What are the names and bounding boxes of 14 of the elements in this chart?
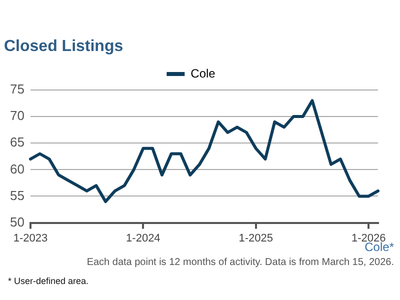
y-tick-label: 60 bbox=[10, 161, 24, 176]
y-tick-label: 50 bbox=[10, 214, 24, 230]
legend-label: Cole bbox=[190, 66, 216, 80]
text: Each data point is 12 months of activity. Data is from March 15, 2026. bbox=[86, 257, 394, 268]
y-tick-label: 75 bbox=[10, 82, 24, 97]
x-tick-label: 1-2025 bbox=[238, 232, 274, 244]
y-tick-label: 65 bbox=[10, 134, 24, 150]
y-tick-label: 55 bbox=[10, 188, 24, 203]
x-tick-label: 1-2024 bbox=[126, 232, 160, 244]
text: * User-defined area. bbox=[8, 276, 89, 286]
x-tick-label: 1-2023 bbox=[13, 232, 48, 244]
text: Cole* bbox=[364, 240, 394, 254]
chart-title: Closed Listings bbox=[4, 38, 124, 56]
y-tick-label: 70 bbox=[10, 108, 24, 124]
